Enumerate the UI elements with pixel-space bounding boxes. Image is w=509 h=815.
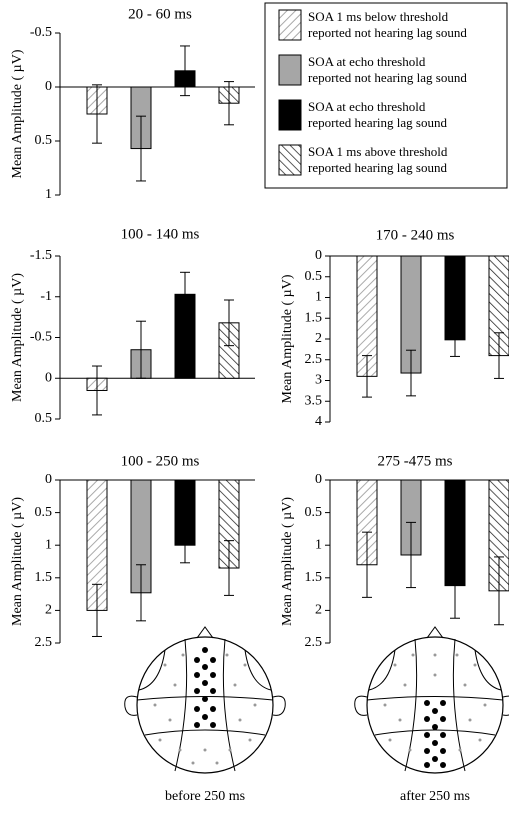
error-bar (180, 271, 190, 317)
error-bar (406, 521, 416, 589)
y-tick-label: 4 (315, 414, 322, 429)
error-bar (92, 365, 102, 416)
error-bar (224, 81, 234, 126)
y-tick-label: 0.5 (35, 133, 53, 148)
y-tick-label: 2 (45, 603, 52, 618)
chart-title: 20 - 60 ms (128, 6, 192, 22)
error-bar (224, 540, 234, 596)
legend-swatch (278, 54, 302, 86)
error-bar (180, 45, 190, 97)
error-bar (450, 322, 460, 357)
error-bar (450, 552, 460, 619)
head-map-label: before 250 ms (165, 789, 245, 804)
head-map (354, 626, 509, 774)
chart-title: 100 - 250 ms (121, 453, 200, 469)
y-tick-label: 0.5 (305, 269, 323, 284)
error-bar (406, 349, 416, 397)
y-axis-label: Mean Amplitude ( µV) (10, 497, 25, 626)
legend-label: reported not hearing lag sound (308, 70, 467, 85)
legend-box (264, 2, 508, 189)
y-tick-label: 2.5 (35, 635, 53, 650)
y-tick-label: 1 (45, 187, 52, 202)
error-bar (494, 332, 504, 379)
y-tick-label: -1.5 (30, 248, 52, 263)
error-bar (494, 556, 504, 626)
legend-label: reported hearing lag sound (308, 115, 447, 130)
y-tick-label: 0 (45, 79, 52, 94)
error-bar (92, 583, 102, 637)
chart-title: 275 -475 ms (378, 453, 453, 469)
legend-swatch (278, 9, 302, 41)
y-tick-label: 1.5 (305, 570, 323, 585)
y-tick-label: -1 (40, 289, 52, 304)
y-tick-label: 2.5 (305, 635, 323, 650)
error-bar (92, 84, 102, 144)
chart-title: 100 - 140 ms (121, 226, 200, 242)
y-tick-label: 2.5 (305, 352, 323, 367)
y-tick-label: -0.5 (30, 25, 52, 40)
legend-label: reported not hearing lag sound (308, 25, 467, 40)
error-bar (136, 564, 146, 622)
error-bar (136, 115, 146, 182)
y-tick-label: 1.5 (305, 310, 323, 325)
chart-title: 170 - 240 ms (376, 227, 455, 243)
y-axis-label: Mean Amplitude ( µV) (280, 497, 295, 626)
legend-label: SOA 1 ms above threshold (308, 144, 448, 159)
y-tick-label: 0 (45, 472, 52, 487)
y-axis-label: Mean Amplitude ( µV) (10, 273, 25, 402)
legend-label: SOA at echo threshold (308, 54, 426, 69)
y-tick-label: 0.5 (35, 505, 53, 520)
error-bar (180, 527, 190, 564)
y-axis-label: Mean Amplitude ( µV) (280, 274, 295, 403)
legend-label: reported hearing lag sound (308, 160, 447, 175)
legend-swatch (278, 99, 302, 131)
error-bar (362, 355, 372, 398)
y-tick-label: 0.5 (35, 411, 53, 426)
head-map-label: after 250 ms (400, 789, 470, 804)
y-tick-label: 0 (315, 472, 322, 487)
y-tick-label: 2 (315, 603, 322, 618)
error-bar (136, 320, 146, 379)
y-tick-label: 0.5 (305, 505, 323, 520)
y-tick-label: 2 (315, 331, 322, 346)
y-tick-label: 0 (45, 370, 52, 385)
y-tick-label: 1 (315, 290, 322, 305)
y-tick-label: 3.5 (305, 393, 323, 408)
head-map (124, 626, 286, 774)
head-maps: before 250 ms after 250 ms (124, 626, 509, 804)
error-bar (362, 531, 372, 598)
y-tick-label: 0 (315, 248, 322, 263)
y-tick-label: 3 (315, 373, 322, 388)
y-axis-label: Mean Amplitude ( µV) (10, 49, 25, 178)
y-tick-label: 1.5 (35, 570, 53, 585)
y-tick-label: -0.5 (30, 330, 52, 345)
y-tick-label: 1 (315, 537, 322, 552)
error-bar (224, 299, 234, 347)
y-tick-label: 1 (45, 537, 52, 552)
legend-label: SOA 1 ms below threshold (308, 9, 449, 24)
legend-swatch (278, 144, 302, 176)
legend-label: SOA at echo threshold (308, 99, 426, 114)
